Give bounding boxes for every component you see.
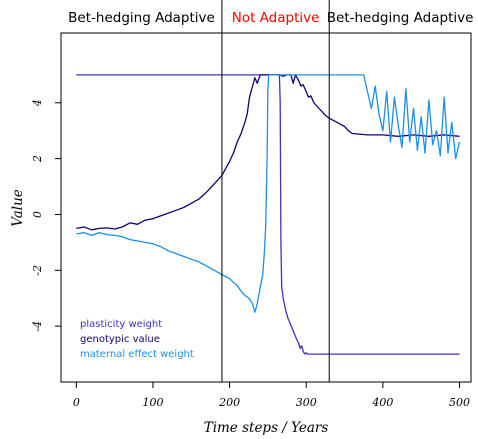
region-title-2: Bet-hedging Adaptive — [327, 10, 474, 26]
legend-entry: genotypic value — [80, 334, 160, 345]
x-tick-label: 100 — [142, 396, 163, 409]
y-tick-label: 0 — [31, 211, 44, 218]
x-axis: 0 100 200 300 400 500 — [73, 382, 470, 409]
plot-frame — [60, 32, 472, 383]
region-titles: Bet-hedging Adaptive Not Adaptive Bet-hedg… — [68, 10, 473, 26]
x-tick-label: 400 — [371, 396, 393, 409]
y-tick-label: 2 — [31, 155, 44, 163]
x-axis-label: Time steps / Years — [204, 420, 329, 436]
region-boundaries — [221, 0, 330, 382]
y-axis: -4 -2 0 2 4 — [31, 99, 61, 332]
legend-entry: plasticity weight — [80, 319, 162, 330]
legend-entry: maternal effect weight — [80, 349, 194, 360]
y-tick-label: 4 — [31, 99, 44, 107]
legend: plasticity weight genotypic value maternal… — [80, 319, 194, 360]
y-tick-label: -2 — [31, 265, 44, 276]
x-tick-label: 500 — [449, 396, 470, 409]
series-line-plasticity-weight — [76, 74, 460, 355]
x-tick-label: 300 — [296, 396, 317, 409]
series-line-genotypic-value — [76, 74, 460, 231]
y-axis-label: Value — [10, 189, 26, 227]
region-title-1: Not Adaptive — [232, 10, 320, 26]
region-title-0: Bet-hedging Adaptive — [68, 10, 215, 26]
x-tick-label: 200 — [218, 396, 240, 409]
series-lines — [76, 74, 461, 355]
x-tick-label: 0 — [73, 396, 80, 409]
series-line-maternal-effect-weight — [76, 74, 461, 313]
y-tick-label: -4 — [31, 321, 44, 332]
